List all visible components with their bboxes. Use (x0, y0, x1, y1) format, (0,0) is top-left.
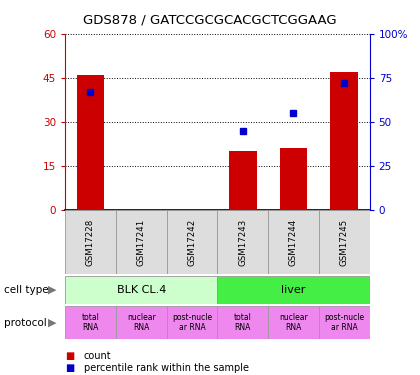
Text: GSM17244: GSM17244 (289, 218, 298, 266)
Text: ■: ■ (65, 363, 74, 373)
Text: GSM17245: GSM17245 (340, 218, 349, 266)
Bar (229, 151, 257, 210)
Bar (280, 148, 307, 210)
Text: nuclear
RNA: nuclear RNA (127, 313, 155, 332)
Text: protocol: protocol (4, 318, 47, 327)
Text: GSM17228: GSM17228 (86, 218, 95, 266)
Bar (167, 306, 218, 339)
Text: GSM17241: GSM17241 (137, 218, 146, 266)
Bar (65, 210, 116, 274)
Text: GDS878 / GATCCGCGCACGCTCGGAAG: GDS878 / GATCCGCGCACGCTCGGAAG (83, 13, 337, 26)
Text: post-nucle
ar RNA: post-nucle ar RNA (172, 313, 212, 332)
Text: percentile rank within the sample: percentile rank within the sample (84, 363, 249, 373)
Text: ▶: ▶ (48, 285, 57, 295)
Bar (218, 210, 268, 274)
Text: total
RNA: total RNA (234, 313, 252, 332)
Bar (116, 306, 167, 339)
Text: cell type: cell type (4, 285, 49, 295)
Text: ▶: ▶ (48, 318, 57, 327)
Bar (268, 210, 319, 274)
Bar (268, 306, 319, 339)
Bar (330, 72, 358, 210)
Text: count: count (84, 351, 112, 361)
Bar (218, 276, 370, 304)
Bar (65, 276, 218, 304)
Bar (76, 75, 105, 210)
Bar (319, 306, 370, 339)
Text: GSM17243: GSM17243 (238, 218, 247, 266)
Text: GSM17242: GSM17242 (187, 218, 197, 266)
Bar (116, 210, 167, 274)
Text: BLK CL.4: BLK CL.4 (116, 285, 166, 295)
Text: ■: ■ (65, 351, 74, 361)
Text: nuclear
RNA: nuclear RNA (279, 313, 308, 332)
Bar (218, 306, 268, 339)
Text: post-nucle
ar RNA: post-nucle ar RNA (324, 313, 364, 332)
Bar (167, 210, 218, 274)
Bar (65, 306, 116, 339)
Bar (319, 210, 370, 274)
Text: total
RNA: total RNA (81, 313, 100, 332)
Text: liver: liver (281, 285, 306, 295)
